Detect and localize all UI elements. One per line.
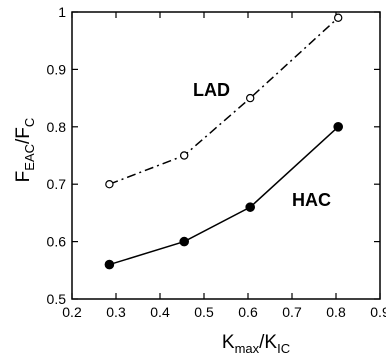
x-tick-label-0: 0.2 [62,304,82,320]
y-tick-label-1: 0.6 [47,234,67,250]
y-tick-label-0: 0.5 [47,291,67,307]
data-point-hac-3 [333,122,343,132]
y-axis-ticks: 0.5 0.6 0.7 0.8 0.9 1 [47,4,380,307]
series-line-lad [109,17,339,185]
data-point-lad-3 [334,13,343,22]
x-axis-title: Kmax/KIC [222,332,290,356]
plot-frame [71,11,381,300]
series-line-hac [109,126,339,266]
y-tick-label-2: 0.7 [47,176,67,192]
y-tick-label-3: 0.8 [47,119,67,135]
x-tick-label-2: 0.4 [150,304,170,320]
data-point-hac-0 [104,259,115,270]
y-axis-title: FEAC/FC [13,118,37,183]
series-label-hac: HAC [292,190,331,210]
x-tick-label-6: 0.8 [326,304,346,320]
x-tick-label-5: 0.7 [282,304,302,320]
data-point-lad-1 [179,151,189,160]
x-tick-label-1: 0.3 [106,304,126,320]
data-point-lad-2 [245,93,255,103]
data-point-hac-2 [245,202,255,212]
data-point-lad-0 [105,179,114,189]
x-tick-label-3: 0.5 [194,304,214,320]
x-axis-ticks: 0.2 0.3 0.4 0.5 0.6 0.7 0.8 0.9 [62,12,386,320]
y-tick-label-5: 1 [58,4,66,20]
x-tick-label-4: 0.6 [238,304,258,320]
series-layer [104,13,343,270]
y-tick-label-4: 0.9 [47,61,67,77]
series-label-lad: LAD [193,80,230,100]
x-tick-label-7: 0.9 [370,304,386,320]
data-point-hac-1 [179,236,189,247]
